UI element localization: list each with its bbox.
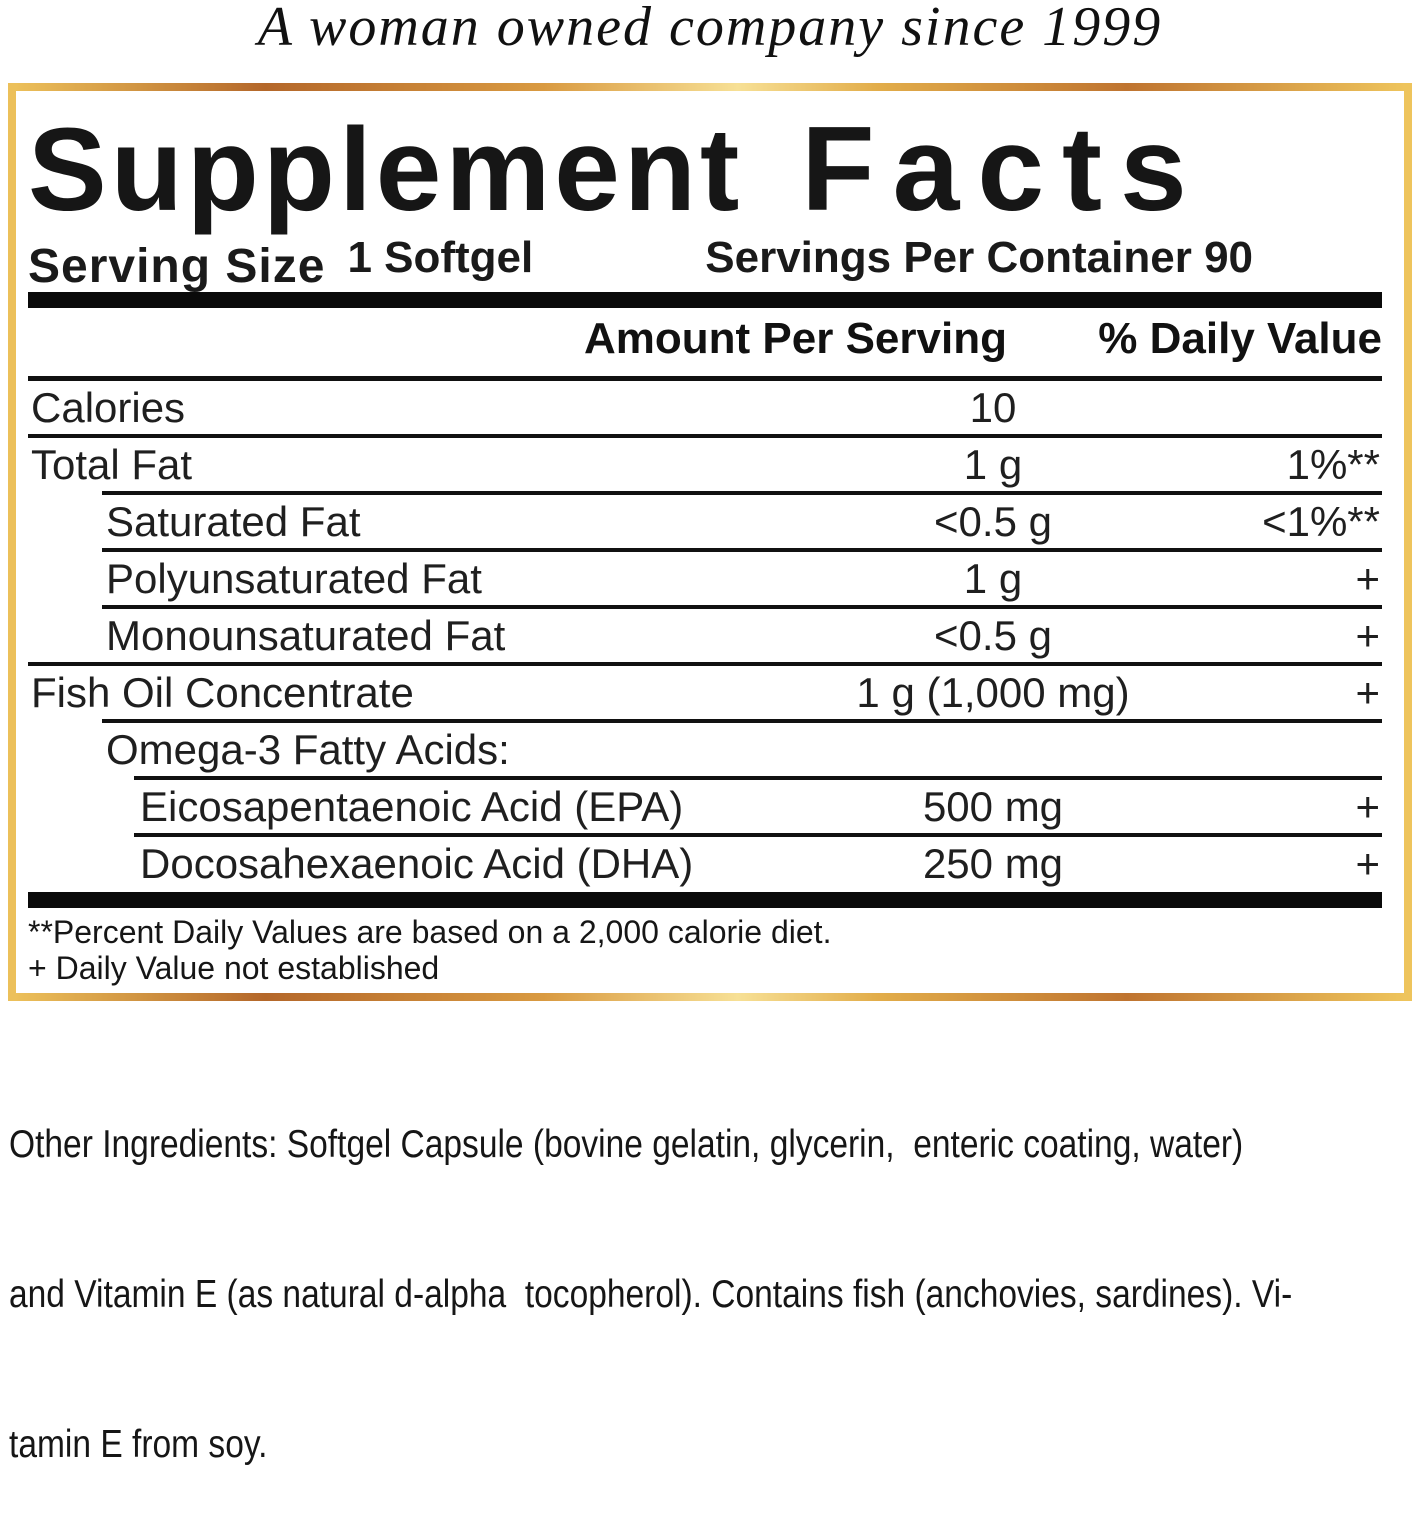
nutrient-amount: 500 mg (922, 782, 1064, 830)
nutrient-amount: 1 g (963, 554, 1023, 602)
row-divider (102, 548, 1382, 552)
footnote-percent-daily-values: **Percent Daily Values are based on a 2,… (28, 914, 832, 950)
other-ingredients-line: Other Ingredients: Softgel Capsule (bovi… (9, 1123, 1244, 1166)
title-word-facts: Facts (801, 102, 1205, 236)
servings-per-container: Servings Per Container 90 (705, 233, 1254, 282)
nutrient-label: Saturated Fat (106, 497, 361, 545)
company-tagline: A woman owned company since 1999 (257, 0, 1163, 58)
nutrient-label: Omega-3 Fatty Acids: (106, 725, 510, 773)
panel-title: Supplement Facts (28, 103, 1205, 236)
table-row: Polyunsaturated Fat 1 g + (28, 552, 1382, 605)
supplement-facts-panel: Supplement Facts Serving Size 1 Softgel … (8, 83, 1412, 1001)
nutrient-amount: 10 (969, 383, 1017, 431)
table-row: Saturated Fat <0.5 g <1%** (28, 495, 1382, 548)
header-divider (28, 376, 1382, 381)
nutrient-label: Docosahexaenoic Acid (DHA) (140, 839, 694, 887)
column-header-daily-value: % Daily Value (1098, 314, 1382, 363)
row-divider (28, 434, 1382, 438)
nutrient-daily-value: + (1355, 839, 1380, 887)
nutrient-amount: <0.5 g (934, 611, 1052, 659)
nutrient-label: Calories (31, 383, 186, 431)
table-row: Docosahexaenoic Acid (DHA) 250 mg + (28, 837, 1382, 890)
nutrient-daily-value: 1%** (1286, 440, 1380, 488)
nutrient-daily-value: <1%** (1262, 497, 1380, 545)
table-row: Total Fat 1 g 1%** (28, 438, 1382, 491)
table-row: Eicosapentaenoic Acid (EPA) 500 mg + (28, 780, 1382, 833)
table-row: Monounsaturated Fat <0.5 g + (28, 609, 1382, 662)
row-divider (28, 662, 1382, 666)
nutrient-daily-value: + (1355, 782, 1380, 830)
nutrient-daily-value: + (1355, 668, 1380, 716)
other-ingredients-text: Other Ingredients: Softgel Capsule (bovi… (9, 1020, 1292, 1520)
row-divider (102, 605, 1382, 609)
row-divider (102, 719, 1382, 723)
table-row: Calories 10 (28, 381, 1382, 434)
table-row: Omega-3 Fatty Acids: (28, 723, 1382, 776)
row-divider (102, 491, 1382, 495)
nutrient-label: Fish Oil Concentrate (31, 668, 414, 716)
other-ingredients-line: tamin E from soy. (9, 1423, 268, 1466)
nutrient-daily-value: + (1355, 554, 1380, 602)
serving-size-value: 1 Softgel (347, 233, 534, 282)
title-word-supplement: Supplement (28, 104, 744, 236)
column-header-row: Amount Per Serving % Daily Value (28, 313, 1382, 365)
table-row: Fish Oil Concentrate 1 g (1,000 mg) + (28, 666, 1382, 719)
nutrient-label: Polyunsaturated Fat (106, 554, 482, 602)
footnotes: **Percent Daily Values are based on a 2,… (28, 914, 831, 986)
row-divider (134, 833, 1382, 837)
nutrient-label: Total Fat (31, 440, 193, 488)
thick-divider-top (28, 292, 1382, 308)
nutrient-amount: 1 g (1,000 mg) (856, 668, 1130, 716)
nutrient-amount: 1 g (963, 440, 1023, 488)
column-header-amount: Amount Per Serving (584, 314, 1007, 363)
other-ingredients-line: and Vitamin E (as natural d-alpha tocoph… (9, 1273, 1293, 1316)
thick-divider-bottom (28, 892, 1382, 908)
nutrient-label: Monounsaturated Fat (106, 611, 506, 659)
table-content: Amount Per Serving % Daily Value Calorie… (28, 91, 1382, 993)
serving-info-row: Serving Size 1 Softgel Servings Per Cont… (28, 229, 1254, 293)
nutrient-label: Eicosapentaenoic Acid (EPA) (140, 782, 684, 830)
nutrient-amount: <0.5 g (934, 497, 1052, 545)
row-divider (134, 776, 1382, 780)
serving-size-label: Serving Size (28, 240, 326, 293)
footnote-daily-value-not-established: + Daily Value not established (28, 950, 440, 986)
nutrient-amount: 250 mg (922, 839, 1064, 887)
nutrient-table: Calories 10 Total Fat 1 g 1%** Saturated… (28, 381, 1382, 890)
nutrient-daily-value: + (1355, 611, 1380, 659)
